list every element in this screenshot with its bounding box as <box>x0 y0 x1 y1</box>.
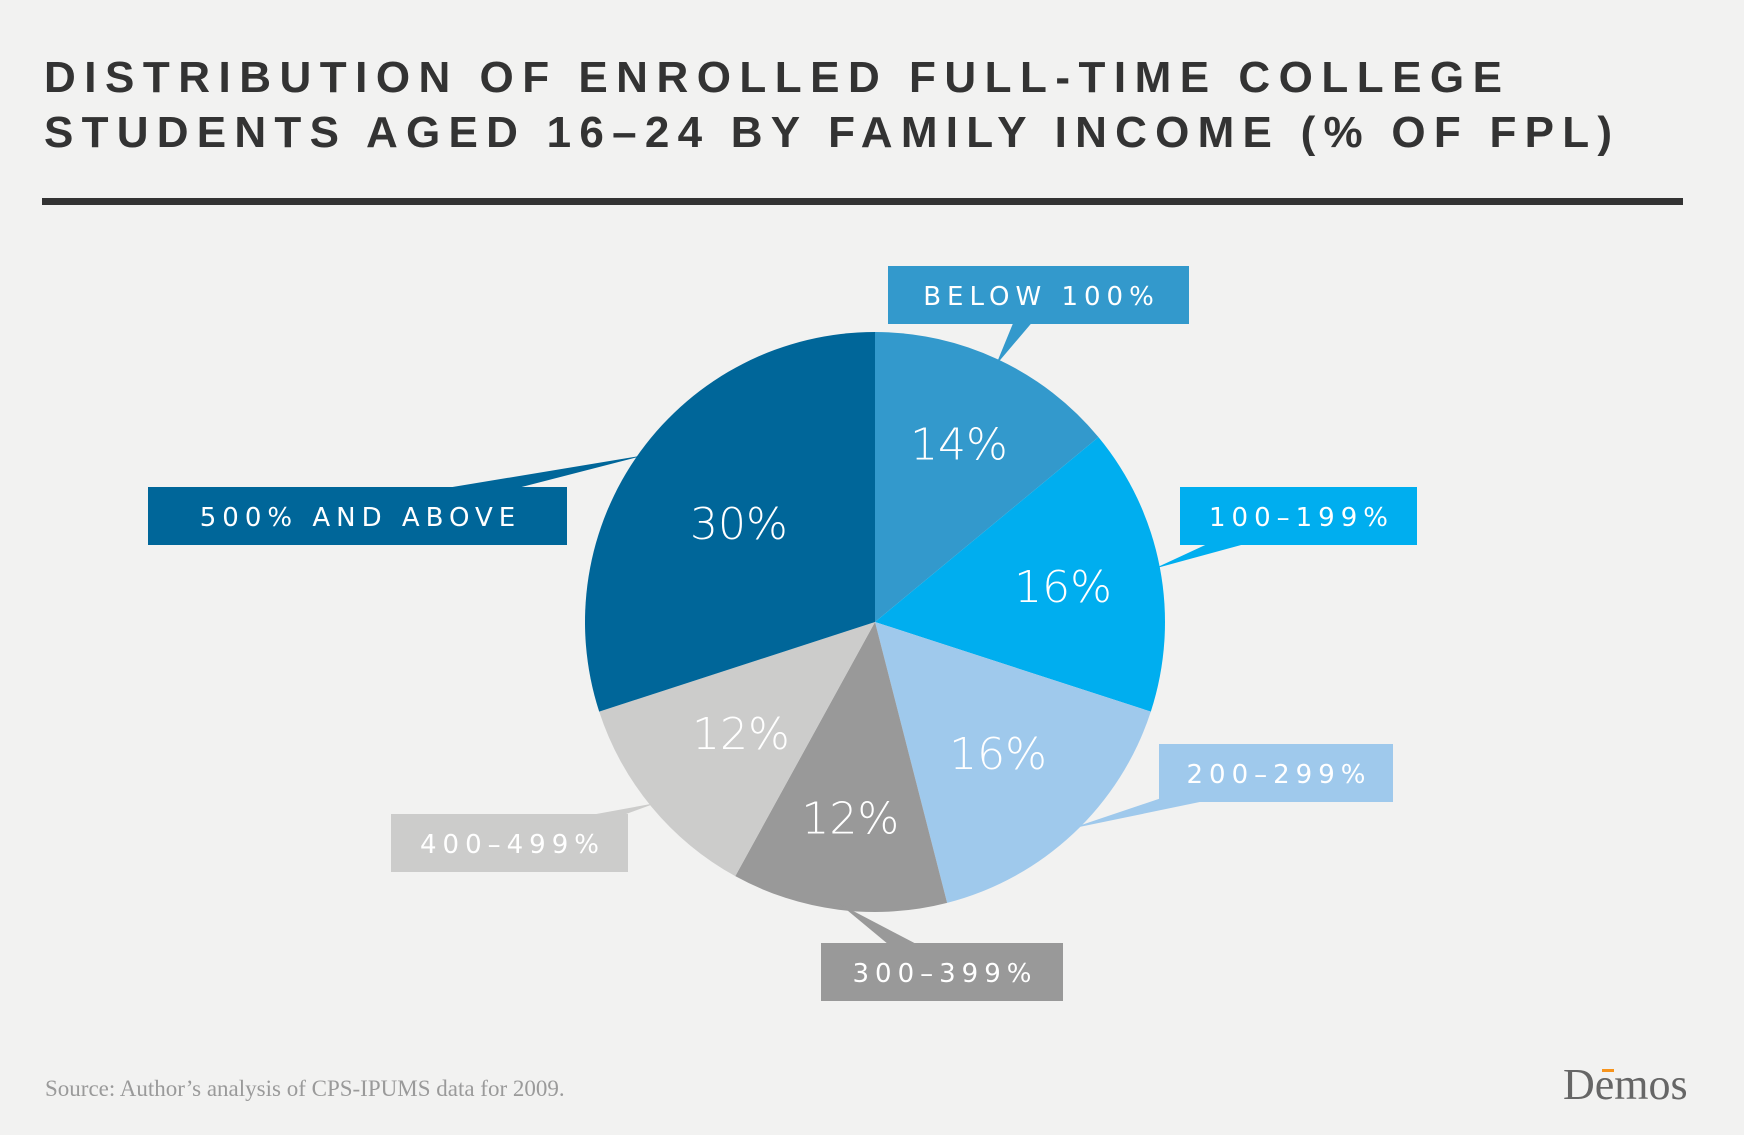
category-label-box <box>391 814 628 872</box>
slice-value-label: 14% <box>910 420 1008 471</box>
category-label-box <box>821 943 1063 1001</box>
category-label-box <box>148 487 567 545</box>
title-rule <box>42 198 1683 205</box>
logo-text: Demos <box>1563 1060 1688 1109</box>
pie-slice <box>735 622 948 913</box>
category-label: BELOW 100% <box>923 282 1160 312</box>
chart-title-line-1: DISTRIBUTION OF ENROLLED FULL-TIME COLLE… <box>44 53 1502 102</box>
pie-slice <box>585 332 875 712</box>
pie-slice <box>875 437 1166 712</box>
slice-value-label: 12% <box>801 794 899 845</box>
category-label-box <box>1159 744 1393 802</box>
logo-accent <box>1602 1069 1614 1072</box>
slice-value-label: 16% <box>949 729 1047 780</box>
category-label: 500% AND ABOVE <box>200 503 522 533</box>
slice-value-label: 30% <box>690 499 788 550</box>
category-label-box <box>1180 487 1417 545</box>
chart-title-line-2: STUDENTS AGED 16–24 BY FAMILY INCOME (% … <box>44 108 1612 157</box>
pie-slice <box>599 622 875 877</box>
category-label: 400–499% <box>420 830 605 860</box>
category-label: 100–199% <box>1209 503 1394 533</box>
demos-logo: Demos <box>1563 1060 1688 1109</box>
pie-slice <box>875 622 1151 903</box>
slice-value-label: 16% <box>1014 562 1112 613</box>
slice-value-label: 12% <box>692 709 790 760</box>
source-note: Source: Author’s analysis of CPS-IPUMS d… <box>45 1076 565 1101</box>
pie-slice <box>875 332 1099 622</box>
category-label: 300–399% <box>853 959 1038 989</box>
category-label: 200–299% <box>1187 760 1372 790</box>
category-label-box <box>888 266 1189 324</box>
